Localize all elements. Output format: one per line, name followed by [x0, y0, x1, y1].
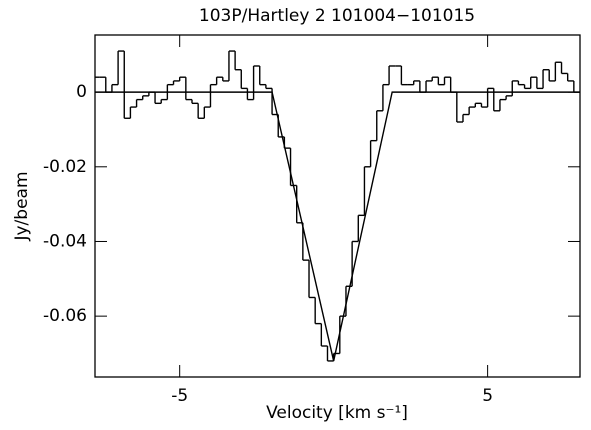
fit-line — [95, 91, 580, 362]
y-tick-label: -0.06 — [43, 306, 87, 326]
x-tick-label: -5 — [171, 386, 188, 406]
y-tick-label: -0.04 — [43, 231, 87, 251]
y-axis-label: Jy/beam — [12, 171, 32, 241]
x-tick-label: 5 — [482, 386, 493, 406]
y-tick-label: 0 — [76, 82, 87, 102]
plot-frame — [94, 34, 581, 378]
x-axis-label: Velocity [km s⁻¹] — [266, 403, 408, 423]
y-tick-label: -0.02 — [43, 157, 87, 177]
chart-title: 103P/Hartley 2 101004−101015 — [199, 6, 475, 26]
